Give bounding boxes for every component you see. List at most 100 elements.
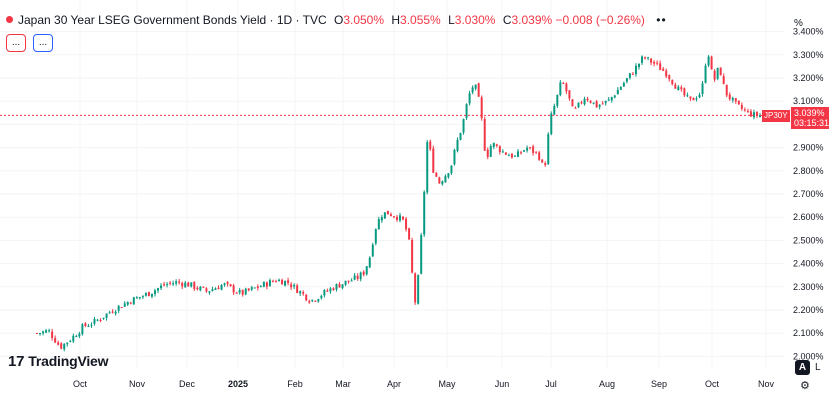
candle-body	[353, 275, 356, 280]
candle-body	[290, 284, 293, 288]
candle-body	[132, 297, 135, 305]
candle-body	[507, 155, 510, 157]
candle-body	[526, 147, 529, 151]
candle-body	[371, 244, 374, 257]
candle-body	[483, 118, 486, 151]
candle-body	[731, 97, 734, 101]
x-tick-label: Mar	[335, 379, 351, 389]
candle-body	[253, 287, 256, 289]
candle-body	[622, 82, 625, 87]
y-tick-label: 2.700%	[793, 189, 824, 199]
legend-high: 3.055%	[400, 13, 441, 27]
candle-body	[471, 87, 474, 93]
x-tick-label: Sep	[651, 379, 667, 389]
candle-body	[181, 282, 184, 287]
candle-body	[644, 57, 647, 59]
candle-body	[504, 152, 507, 155]
candle-body	[87, 325, 90, 327]
candle-body	[284, 280, 287, 286]
gear-icon[interactable]: ⚙	[800, 380, 810, 392]
x-tick-label: Nov	[129, 379, 146, 389]
candle-body	[271, 281, 274, 283]
candle-body	[380, 217, 383, 221]
candle-body	[214, 288, 217, 290]
candle-body	[205, 288, 208, 292]
auto-scale-button[interactable]: A	[795, 360, 810, 375]
tradingview-logo[interactable]: 17 TradingView	[8, 353, 109, 370]
candle-body	[78, 333, 81, 337]
candle-body	[544, 163, 547, 165]
x-tick-label: 2025	[228, 379, 248, 389]
log-scale-button[interactable]: L	[815, 362, 821, 373]
legend-low-key: L	[448, 13, 455, 27]
candle-body	[683, 88, 686, 96]
legend-more-button[interactable]: ••	[656, 13, 667, 27]
legend-high-key: H	[391, 13, 401, 27]
x-tick-label: Dec	[179, 379, 196, 389]
candle-body	[438, 177, 441, 184]
candle-body	[692, 97, 695, 101]
candle-body	[196, 287, 199, 290]
candle-body	[510, 153, 513, 158]
candle-body	[628, 73, 631, 78]
candle-body	[589, 101, 592, 103]
x-tick-label: Oct	[705, 379, 720, 389]
candle-body	[108, 312, 111, 314]
y-tick-label: 2.500%	[793, 235, 824, 245]
candle-body	[144, 292, 147, 296]
candle-body	[389, 214, 392, 217]
candle-body	[595, 101, 598, 108]
candle-body	[405, 218, 408, 230]
candle-body	[54, 338, 57, 343]
candle-body	[265, 282, 268, 287]
candle-body	[278, 279, 281, 282]
indicator-button-1[interactable]: ...	[6, 34, 26, 52]
indicator-button-2[interactable]: ...	[33, 34, 53, 52]
candle-body	[710, 56, 713, 70]
candle-body	[462, 119, 465, 133]
candle-body	[172, 283, 175, 285]
candle-body	[444, 176, 447, 183]
candle-body	[199, 286, 202, 291]
candle-body	[740, 104, 743, 109]
candle-body	[102, 317, 105, 319]
candle-body	[647, 57, 650, 59]
candle-body	[350, 280, 353, 282]
x-tick-label: Feb	[287, 379, 303, 389]
candle-body	[495, 144, 498, 146]
candle-body	[607, 99, 610, 101]
candle-body	[429, 141, 432, 150]
candle-body	[392, 216, 395, 218]
candle-body	[63, 343, 66, 350]
candle-body	[583, 98, 586, 105]
x-tick-label: May	[438, 379, 456, 389]
candle-body	[141, 296, 144, 298]
candle-body	[48, 330, 51, 332]
candle-body	[395, 216, 398, 220]
candle-body	[229, 284, 232, 287]
candle-body	[468, 93, 471, 104]
candle-body	[126, 302, 129, 305]
candle-body	[211, 289, 214, 292]
candle-body	[36, 333, 38, 335]
candle-body	[680, 87, 683, 90]
candle-body	[138, 297, 141, 299]
legend-low: 3.030%	[454, 13, 496, 27]
candle-body	[220, 285, 223, 290]
candle-body	[737, 100, 740, 105]
candle-body	[755, 112, 758, 116]
candle-body	[81, 324, 84, 335]
candle-body	[746, 110, 749, 112]
candle-body	[178, 281, 181, 283]
candle-body	[538, 152, 541, 160]
candle-body	[707, 56, 710, 66]
candle-body	[153, 290, 156, 295]
candle-body	[75, 336, 78, 338]
candle-body	[516, 151, 519, 157]
candle-body	[259, 286, 262, 288]
candle-body	[513, 155, 516, 157]
x-tick-label: Jul	[545, 379, 557, 389]
candle-body	[541, 159, 544, 163]
candle-body	[562, 83, 565, 85]
